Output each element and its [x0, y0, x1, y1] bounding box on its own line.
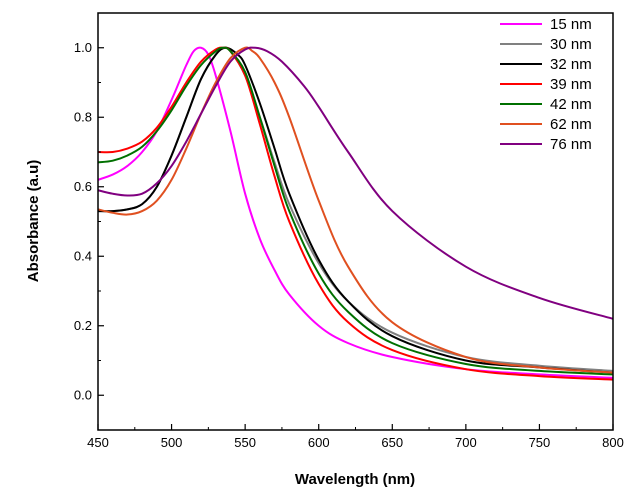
- legend: 15 nm 30 nm 32 nm 39 nm 42 nm 62 nm 76 nm: [500, 16, 592, 153]
- x-tick-label: 500: [161, 435, 183, 450]
- legend-label: 39 nm: [550, 76, 592, 93]
- y-tick-label: 0.2: [74, 318, 92, 333]
- y-axis-title: Absorbance (a.u): [25, 160, 42, 283]
- x-tick-label: 800: [602, 435, 624, 450]
- x-tick-label: 700: [455, 435, 477, 450]
- series-line-30-nm: [97, 46, 614, 372]
- y-tick-label: 1.0: [74, 40, 92, 55]
- legend-label: 30 nm: [550, 36, 592, 53]
- legend-label: 42 nm: [550, 96, 592, 113]
- x-tick-label: 750: [529, 435, 551, 450]
- x-tick-label: 600: [308, 435, 330, 450]
- series-line-32-nm: [97, 46, 614, 374]
- legend-label: 15 nm: [550, 16, 592, 33]
- legend-label: 62 nm: [550, 116, 592, 133]
- axis-tick-labels: 450 500 550 600 650 700 750 800 0.0 0.2 0.4 0.6 0.8 1…: [74, 40, 624, 450]
- x-tick-label: 450: [87, 435, 109, 450]
- y-tick-label: 0.8: [74, 109, 92, 124]
- legend-label: 76 nm: [550, 136, 592, 153]
- series-line-76-nm: [97, 46, 614, 320]
- legend-label: 32 nm: [550, 56, 592, 73]
- series-lines: [97, 46, 614, 381]
- series-line-42-nm: [97, 46, 614, 376]
- y-tick-label: 0.6: [74, 179, 92, 194]
- y-tick-label: 0.4: [74, 248, 92, 263]
- series-line-39-nm: [97, 46, 614, 381]
- axis-ticks: [97, 12, 614, 431]
- x-tick-label: 550: [234, 435, 256, 450]
- x-axis-title: Wavelength (nm): [295, 471, 415, 488]
- y-tick-label: 0.0: [74, 387, 92, 402]
- series-line-62-nm: [97, 46, 614, 374]
- x-tick-label: 650: [381, 435, 403, 450]
